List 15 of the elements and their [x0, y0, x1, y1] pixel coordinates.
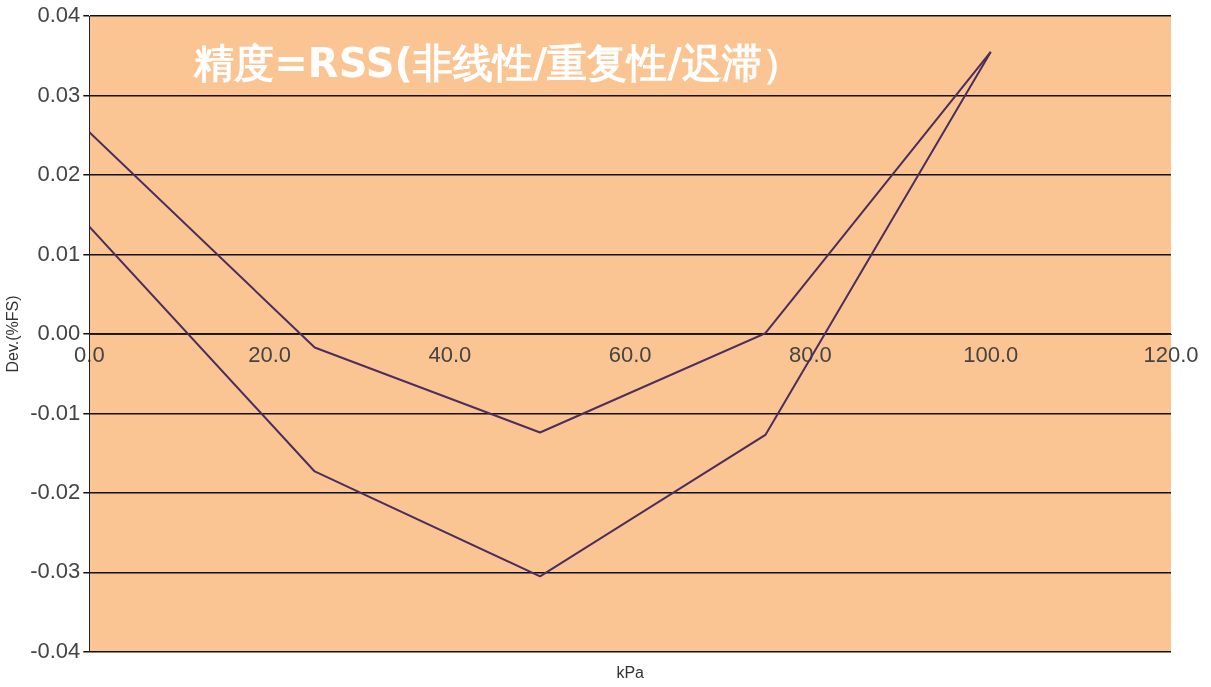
y-axis-title: Dev.(%FS) [4, 295, 22, 373]
y-tick-label: -0.02 [30, 478, 81, 504]
y-tick-label: 0.04 [37, 2, 81, 28]
y-tick-label: 0.01 [37, 240, 81, 266]
x-tick-label: 20.0 [248, 342, 292, 368]
x-tick-label: 100.0 [963, 342, 1019, 368]
y-tick-label: -0.03 [30, 558, 81, 584]
x-axis-title: kPa [616, 663, 645, 681]
y-tick-label: 0.03 [37, 81, 81, 107]
text: 精度=RSS(非线性/重复性/迟滞） [193, 39, 802, 86]
x-tick-label: 60.0 [608, 342, 652, 368]
y-tick-label: 0.02 [37, 161, 81, 187]
y-tick-label: -0.01 [30, 399, 81, 425]
x-tick-label: 40.0 [428, 342, 472, 368]
y-tick-label: -0.04 [30, 637, 81, 663]
